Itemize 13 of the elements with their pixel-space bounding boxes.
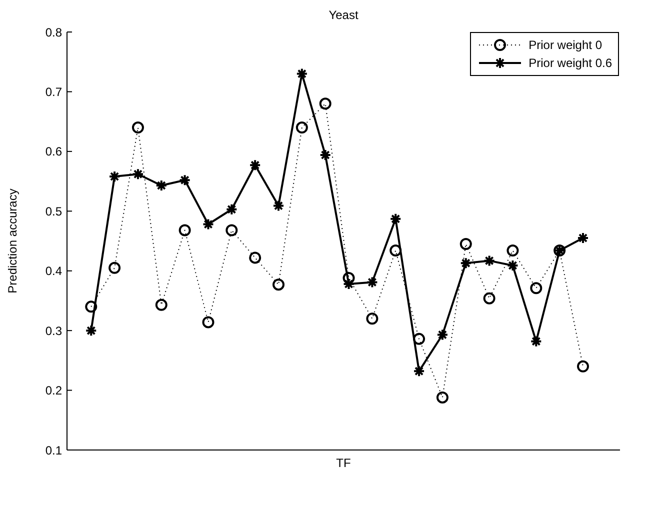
y-tick-label: 0.1 (45, 443, 62, 458)
y-tick-label: 0.4 (45, 264, 62, 278)
chart-title: Yeast (328, 8, 360, 22)
y-tick-label: 0.5 (45, 204, 62, 218)
legend-label: Prior weight 0 (528, 38, 602, 52)
y-tick-label: 0.7 (45, 84, 62, 99)
legend-label: Prior weight 0.6 (528, 56, 612, 70)
y-tick-label: 0.3 (45, 324, 62, 338)
y-tick-label: 0.6 (45, 144, 62, 159)
y-tick-label: 0.8 (45, 25, 62, 40)
x-axis-title: TF (336, 456, 351, 470)
y-axis-title: Prediction accuracy (5, 188, 20, 294)
y-tick-label: 0.2 (45, 384, 62, 398)
